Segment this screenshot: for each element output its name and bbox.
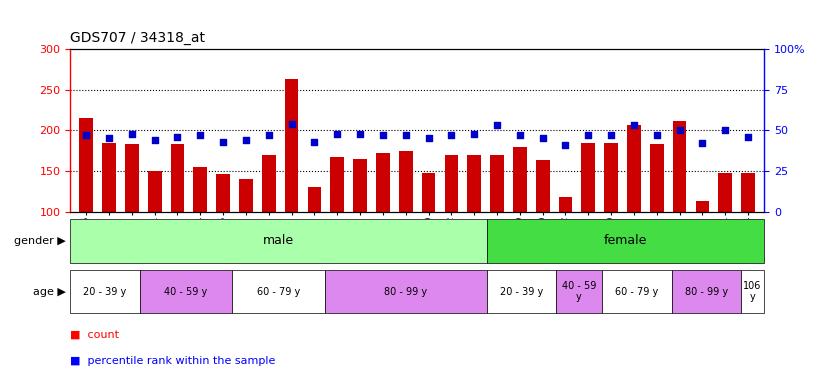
- Text: 60 - 79 y: 60 - 79 y: [257, 286, 300, 297]
- Bar: [487, 270, 556, 313]
- Point: [216, 139, 230, 145]
- Text: 80 - 99 y: 80 - 99 y: [384, 286, 427, 297]
- Point: [377, 132, 390, 138]
- Bar: [232, 270, 325, 313]
- Point: [513, 132, 526, 138]
- Bar: [650, 144, 663, 212]
- Bar: [399, 151, 412, 212]
- Bar: [672, 122, 686, 212]
- Text: 40 - 59 y: 40 - 59 y: [164, 286, 207, 297]
- Text: gender ▶: gender ▶: [14, 236, 66, 246]
- Bar: [239, 179, 253, 212]
- Point: [719, 128, 732, 134]
- Text: 80 - 99 y: 80 - 99 y: [685, 286, 728, 297]
- Bar: [605, 142, 618, 212]
- Bar: [558, 197, 572, 212]
- Text: age ▶: age ▶: [33, 286, 66, 297]
- Bar: [325, 270, 487, 313]
- Point: [605, 132, 618, 138]
- Point: [582, 132, 595, 138]
- Point: [628, 122, 641, 128]
- Text: 20 - 39 y: 20 - 39 y: [500, 286, 543, 297]
- Bar: [376, 153, 390, 212]
- Bar: [307, 188, 321, 212]
- Text: 20 - 39 y: 20 - 39 y: [83, 286, 126, 297]
- Bar: [148, 171, 162, 212]
- Point: [102, 135, 116, 141]
- Bar: [330, 157, 344, 212]
- Point: [468, 130, 481, 136]
- Point: [171, 134, 184, 140]
- Bar: [741, 173, 755, 212]
- Bar: [262, 155, 276, 212]
- Bar: [695, 201, 710, 212]
- Text: 40 - 59
y: 40 - 59 y: [562, 281, 596, 302]
- Bar: [140, 270, 232, 313]
- Bar: [70, 219, 487, 262]
- Text: GDS707 / 34318_at: GDS707 / 34318_at: [70, 31, 205, 45]
- Bar: [536, 160, 549, 212]
- Bar: [444, 155, 458, 212]
- Bar: [672, 270, 741, 313]
- Text: female: female: [604, 234, 647, 248]
- Point: [308, 139, 321, 145]
- Text: ■  count: ■ count: [70, 330, 119, 339]
- Point: [354, 130, 367, 136]
- Bar: [582, 142, 596, 212]
- Bar: [422, 173, 435, 212]
- Point: [240, 137, 253, 143]
- Bar: [741, 270, 764, 313]
- Point: [673, 128, 686, 134]
- Text: 60 - 79 y: 60 - 79 y: [615, 286, 658, 297]
- Bar: [125, 144, 139, 212]
- Bar: [487, 219, 764, 262]
- Point: [491, 122, 504, 128]
- Text: 106
y: 106 y: [743, 281, 762, 302]
- Point: [330, 130, 344, 136]
- Bar: [513, 147, 527, 212]
- Point: [148, 137, 161, 143]
- Bar: [171, 144, 184, 212]
- Bar: [70, 270, 140, 313]
- Point: [695, 140, 709, 146]
- Bar: [193, 167, 207, 212]
- Bar: [490, 155, 504, 212]
- Bar: [627, 124, 641, 212]
- Point: [650, 132, 663, 138]
- Point: [126, 130, 139, 136]
- Bar: [556, 270, 602, 313]
- Point: [536, 135, 549, 141]
- Bar: [354, 159, 367, 212]
- Point: [422, 135, 435, 141]
- Bar: [468, 155, 481, 212]
- Point: [262, 132, 275, 138]
- Point: [285, 121, 298, 127]
- Point: [194, 132, 207, 138]
- Bar: [602, 270, 672, 313]
- Bar: [719, 173, 732, 212]
- Point: [559, 142, 572, 148]
- Bar: [285, 79, 298, 212]
- Bar: [102, 142, 116, 212]
- Text: male: male: [263, 234, 294, 248]
- Point: [444, 132, 458, 138]
- Text: ■  percentile rank within the sample: ■ percentile rank within the sample: [70, 356, 276, 366]
- Point: [399, 132, 412, 138]
- Bar: [79, 118, 93, 212]
- Point: [79, 132, 93, 138]
- Bar: [216, 174, 230, 212]
- Point: [742, 134, 755, 140]
